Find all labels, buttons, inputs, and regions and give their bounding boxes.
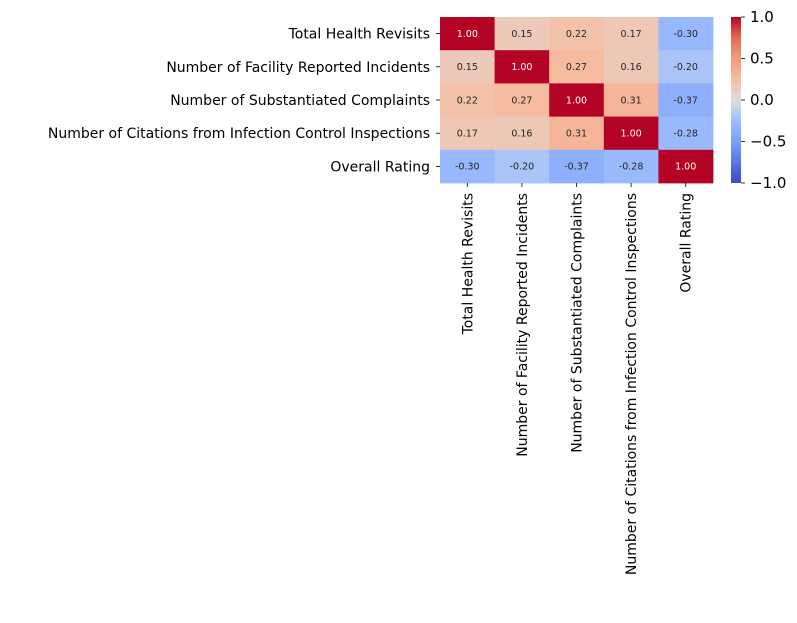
heatmap-cell — [603, 149, 659, 184]
cell-value-label: -0.28 — [619, 162, 644, 173]
row-labels: Total Health Revisits Number of Facility … — [48, 27, 440, 175]
colorbar-tick-label: 0.0 — [750, 91, 774, 109]
cell-value-label: 0.22 — [457, 95, 478, 106]
colorbar-tick-label: −1.0 — [750, 174, 786, 192]
heatmap-cell — [494, 17, 550, 51]
column-label: Number of Citations from Infection Contr… — [624, 193, 640, 575]
column-label: Overall Rating — [679, 193, 695, 293]
cell-value-label: 0.15 — [457, 62, 478, 73]
heatmap-cell — [658, 83, 714, 117]
heatmap-cell — [549, 17, 605, 51]
column-label: Number of Substantiated Complaints — [570, 193, 586, 453]
row-label: Number of Citations from Infection Contr… — [48, 126, 430, 142]
cell-value-label: 0.27 — [511, 95, 532, 106]
cell-value-label: -0.28 — [673, 129, 698, 140]
colorbar-gradient — [731, 17, 741, 183]
heatmap-cell — [603, 50, 659, 84]
heatmap-cell — [549, 50, 605, 84]
cell-value-label: -0.30 — [673, 29, 698, 40]
row-label: Overall Rating — [330, 159, 430, 175]
heatmap-cell — [440, 149, 495, 184]
row-label: Total Health Revisits — [288, 27, 430, 43]
heatmap-cell — [549, 83, 605, 117]
heatmap-cell — [549, 149, 605, 184]
cell-value-label: 1.00 — [566, 95, 587, 106]
cell-value-label: 0.16 — [511, 129, 532, 140]
colorbar-tick-label: −0.5 — [750, 133, 786, 151]
colorbar-ticks: 1.0 0.5 0.0 −0.5 −1.0 — [741, 8, 786, 192]
heatmap-cell — [603, 83, 659, 117]
heatmap-cell — [549, 116, 605, 151]
cell-value-label: 1.00 — [511, 62, 532, 73]
cell-value-label: 0.15 — [511, 29, 532, 40]
cell-value-label: 0.31 — [621, 95, 642, 106]
colorbar-tick-label: 0.5 — [750, 50, 774, 68]
cell-value-label: 1.00 — [457, 29, 478, 40]
row-label: Number of Facility Reported Incidents — [166, 60, 430, 76]
heatmap-cells: 1.00 0.15 0.22 0.17 -0.30 0.15 1.00 0.27 0.16 -0.… — [440, 17, 714, 184]
column-labels: Total Health Revisits Number of Facility … — [460, 183, 695, 575]
heatmap-cell — [440, 17, 495, 51]
heatmap-cell — [494, 83, 550, 117]
cell-value-label: -0.20 — [673, 62, 698, 73]
heatmap-cell — [494, 149, 550, 184]
cell-value-label: -0.20 — [510, 162, 535, 173]
heatmap-cell — [603, 116, 659, 151]
heatmap-cell — [658, 116, 714, 151]
heatmap-cell — [658, 50, 714, 84]
row-label: Number of Substantiated Complaints — [170, 93, 430, 109]
heatmap-cell — [494, 50, 550, 84]
cell-value-label: 1.00 — [621, 129, 642, 140]
cell-value-label: -0.37 — [673, 95, 698, 106]
cell-value-label: 0.27 — [566, 62, 587, 73]
cell-value-label: -0.37 — [564, 162, 589, 173]
heatmap-cell — [658, 17, 714, 51]
cell-value-label: 1.00 — [675, 162, 696, 173]
colorbar-tick-label: 1.0 — [750, 8, 774, 26]
cell-value-label: 0.22 — [566, 29, 587, 40]
heatmap-cell — [494, 116, 550, 151]
colorbar: 1.0 0.5 0.0 −0.5 −1.0 — [731, 8, 786, 192]
heatmap-cell — [603, 17, 659, 51]
column-label: Number of Facility Reported Incidents — [515, 193, 531, 457]
cell-value-label: 0.17 — [457, 129, 478, 140]
heatmap-cell — [658, 149, 714, 184]
cell-value-label: 0.16 — [621, 62, 642, 73]
heatmap-cell — [440, 83, 495, 117]
cell-value-label: 0.31 — [566, 129, 587, 140]
cell-value-label: 0.17 — [621, 29, 642, 40]
heatmap-cell — [440, 50, 495, 84]
heatmap-cell — [440, 116, 495, 151]
cell-value-label: -0.30 — [455, 162, 480, 173]
column-label: Total Health Revisits — [460, 193, 476, 335]
